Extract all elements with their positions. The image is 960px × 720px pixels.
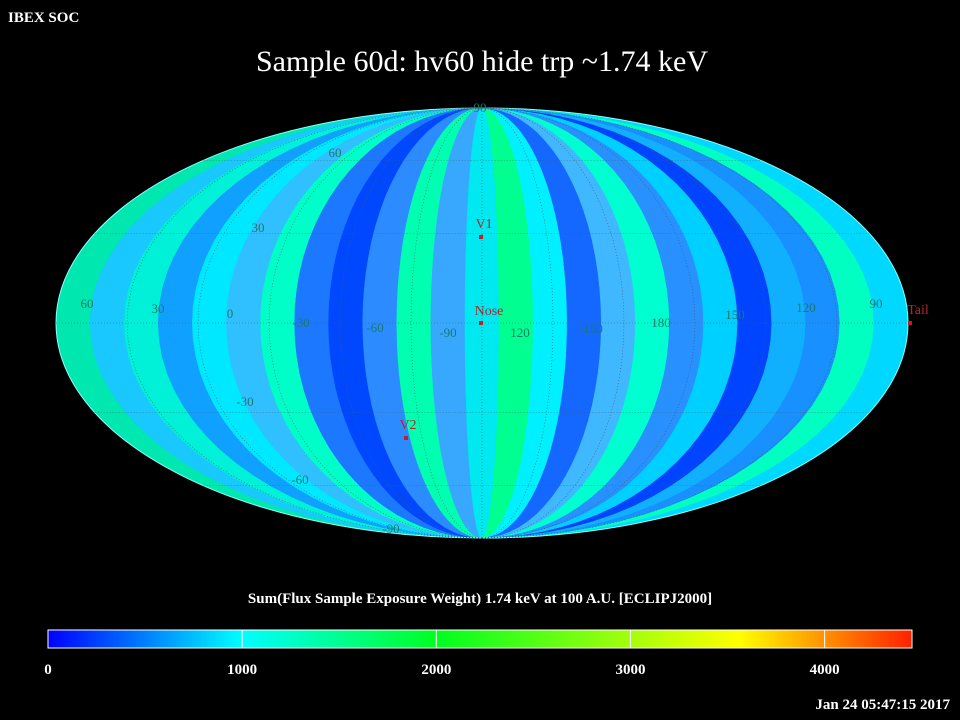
grid-label: -30 — [236, 394, 253, 409]
marker — [404, 436, 408, 440]
grid-label: -90 — [439, 325, 456, 340]
title: Sample 60d: hv60 hide trp ~1.74 keV — [256, 45, 708, 78]
grid-label: 150 — [725, 307, 745, 322]
grid-label: 60 — [81, 296, 94, 311]
grid-label: 90 — [870, 296, 883, 311]
grid-label: 30 — [252, 220, 265, 235]
meridian — [126, 107, 483, 539]
timestamp: Jan 24 05:47:15 2017 — [815, 697, 950, 713]
colorbar — [47, 629, 913, 649]
colorbar-tick-label: 4000 — [810, 662, 840, 678]
grid-label: 120 — [796, 300, 816, 315]
grid-label: 60 — [329, 145, 342, 160]
meridian — [481, 107, 838, 539]
colorbar-tick-label: 2000 — [421, 662, 451, 678]
colorbar-tick-label: 1000 — [227, 662, 257, 678]
marker — [479, 235, 483, 239]
marker — [908, 321, 912, 325]
grid-label: 0 — [227, 306, 234, 321]
colorbar-ticks: 0 1000 2000 3000 4000 — [44, 630, 840, 678]
grid-label: 120 — [510, 325, 530, 340]
grid-label: 30 — [152, 301, 165, 316]
grid-label: 90 — [474, 100, 487, 115]
marker-label: V1 — [475, 217, 492, 232]
grid-label: -90 — [382, 521, 399, 536]
colorbar-tick-label: 3000 — [615, 662, 645, 678]
grid-label: -30 — [292, 315, 309, 330]
marker-label: Nose — [475, 304, 504, 319]
org-label: IBEX SOC — [8, 10, 79, 26]
meridian — [481, 107, 625, 539]
grid-label: 180 — [651, 315, 671, 330]
map-labels: 90 60 30 60 30 0 -30 -60 -90 120 -150 180 150 120 90 -3… — [81, 100, 929, 536]
marker-label: Tail — [907, 303, 929, 318]
grid-label: -60 — [291, 472, 308, 487]
marker-label: V2 — [399, 418, 416, 433]
colorbar-tick-label: 0 — [44, 662, 52, 678]
marker — [479, 321, 483, 325]
sky-map — [56, 108, 908, 538]
grid-label: -60 — [366, 320, 383, 335]
meridian — [339, 107, 483, 539]
meridian — [481, 107, 767, 539]
grid-label: -150 — [579, 321, 603, 336]
colorbar-label: Sum(Flux Sample Exposure Weight) 1.74 ke… — [248, 591, 712, 607]
